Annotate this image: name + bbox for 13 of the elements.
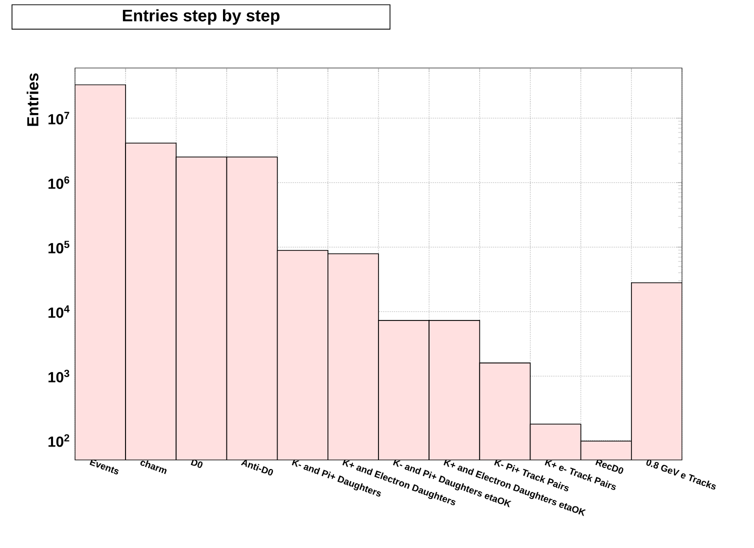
y-tick-label: 10$^{4}$ bbox=[48, 305, 70, 318]
y-tick-label: 10$^{5}$ bbox=[48, 240, 70, 254]
chart-title: Entries step by step bbox=[122, 9, 280, 25]
y-tick-label: 10$^{2}$ bbox=[48, 434, 70, 447]
x-tick-label: charm bbox=[140, 460, 167, 474]
x-tick-label: RecD0 bbox=[595, 458, 624, 474]
y-tick-label: 10$^{6}$ bbox=[48, 176, 70, 189]
y-axis-title: Entries bbox=[26, 73, 38, 126]
x-tick-label: 0.8 GeV e Tracks bbox=[646, 459, 716, 490]
x-tick-label: Anti-D0 bbox=[240, 460, 273, 476]
y-tick-label: 10$^{3}$ bbox=[48, 370, 70, 382]
y-tick-label: 10$^{7}$ bbox=[48, 112, 70, 124]
x-tick-label: Events bbox=[90, 458, 119, 474]
